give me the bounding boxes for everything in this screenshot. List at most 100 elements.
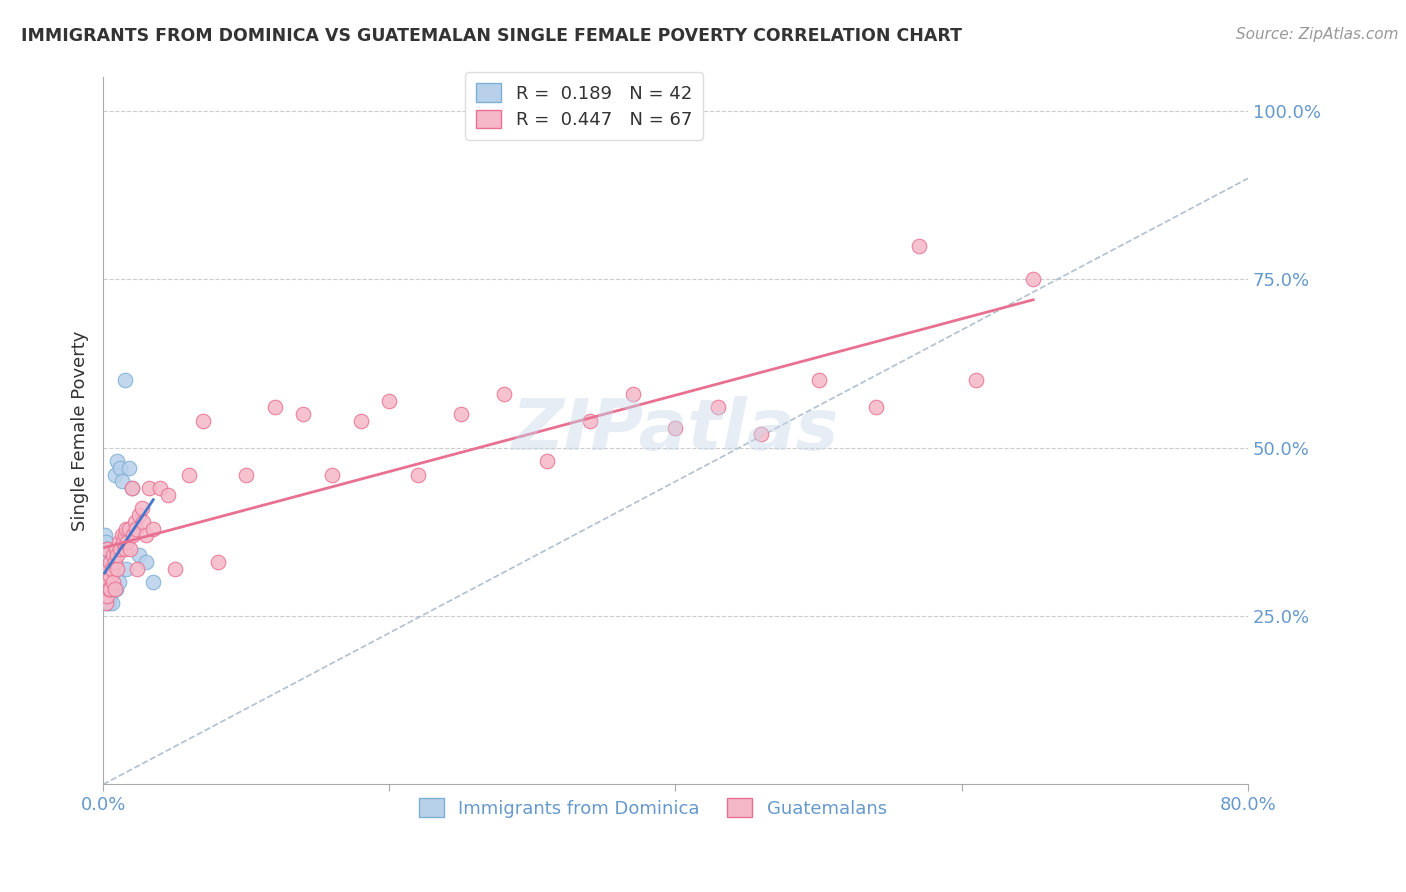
- Point: [121, 481, 143, 495]
- Point: [94, 575, 117, 590]
- Point: [98, 589, 121, 603]
- Point: [111, 528, 134, 542]
- Point: [193, 414, 215, 428]
- Point: [450, 407, 472, 421]
- Point: [149, 481, 172, 495]
- Point: [96, 541, 118, 556]
- Point: [96, 589, 118, 603]
- Point: [103, 555, 125, 569]
- Point: [142, 522, 165, 536]
- Point: [101, 582, 124, 596]
- Point: [578, 414, 600, 428]
- Point: [94, 555, 117, 569]
- Point: [93, 528, 115, 542]
- Text: ZIPatlas: ZIPatlas: [512, 396, 839, 466]
- Point: [96, 568, 118, 582]
- Point: [135, 555, 157, 569]
- Point: [163, 562, 186, 576]
- Point: [107, 562, 129, 576]
- Point: [114, 541, 136, 556]
- Point: [97, 582, 120, 596]
- Point: [94, 535, 117, 549]
- Point: [707, 401, 730, 415]
- Point: [118, 522, 141, 536]
- Point: [94, 582, 117, 596]
- Point: [406, 467, 429, 482]
- Y-axis label: Single Female Poverty: Single Female Poverty: [72, 331, 89, 531]
- Point: [105, 582, 128, 596]
- Point: [177, 467, 200, 482]
- Point: [96, 582, 118, 596]
- Point: [125, 522, 148, 536]
- Point: [132, 515, 155, 529]
- Point: [100, 562, 122, 576]
- Point: [94, 568, 117, 582]
- Point: [105, 541, 128, 556]
- Point: [1022, 272, 1045, 286]
- Point: [120, 541, 142, 556]
- Point: [121, 481, 143, 495]
- Point: [263, 401, 285, 415]
- Point: [107, 549, 129, 563]
- Point: [98, 568, 121, 582]
- Point: [128, 508, 150, 522]
- Point: [292, 407, 315, 421]
- Point: [97, 575, 120, 590]
- Point: [749, 427, 772, 442]
- Point: [96, 575, 118, 590]
- Point: [117, 535, 139, 549]
- Point: [108, 535, 131, 549]
- Point: [131, 501, 153, 516]
- Point: [156, 488, 179, 502]
- Point: [96, 541, 118, 556]
- Point: [115, 562, 138, 576]
- Point: [101, 575, 124, 590]
- Point: [807, 373, 830, 387]
- Point: [907, 239, 929, 253]
- Point: [378, 393, 401, 408]
- Point: [128, 549, 150, 563]
- Point: [93, 575, 115, 590]
- Point: [965, 373, 987, 387]
- Point: [112, 535, 135, 549]
- Point: [536, 454, 558, 468]
- Point: [100, 596, 122, 610]
- Point: [138, 481, 160, 495]
- Point: [107, 454, 129, 468]
- Point: [96, 589, 118, 603]
- Point: [124, 515, 146, 529]
- Text: Source: ZipAtlas.com: Source: ZipAtlas.com: [1236, 27, 1399, 42]
- Point: [101, 549, 124, 563]
- Point: [103, 582, 125, 596]
- Point: [235, 467, 257, 482]
- Point: [110, 461, 132, 475]
- Point: [98, 582, 121, 596]
- Point: [94, 568, 117, 582]
- Point: [96, 596, 118, 610]
- Point: [93, 568, 115, 582]
- Point: [93, 562, 115, 576]
- Point: [97, 589, 120, 603]
- Point: [135, 528, 157, 542]
- Point: [93, 575, 115, 590]
- Point: [207, 555, 229, 569]
- Point: [492, 387, 515, 401]
- Point: [865, 401, 887, 415]
- Point: [118, 461, 141, 475]
- Point: [621, 387, 644, 401]
- Point: [96, 575, 118, 590]
- Point: [111, 475, 134, 489]
- Point: [97, 596, 120, 610]
- Point: [110, 541, 132, 556]
- Point: [94, 596, 117, 610]
- Point: [115, 522, 138, 536]
- Point: [103, 467, 125, 482]
- Point: [142, 575, 165, 590]
- Point: [114, 373, 136, 387]
- Point: [127, 562, 149, 576]
- Point: [94, 589, 117, 603]
- Point: [97, 562, 120, 576]
- Point: [122, 528, 145, 542]
- Text: IMMIGRANTS FROM DOMINICA VS GUATEMALAN SINGLE FEMALE POVERTY CORRELATION CHART: IMMIGRANTS FROM DOMINICA VS GUATEMALAN S…: [21, 27, 962, 45]
- Point: [350, 414, 373, 428]
